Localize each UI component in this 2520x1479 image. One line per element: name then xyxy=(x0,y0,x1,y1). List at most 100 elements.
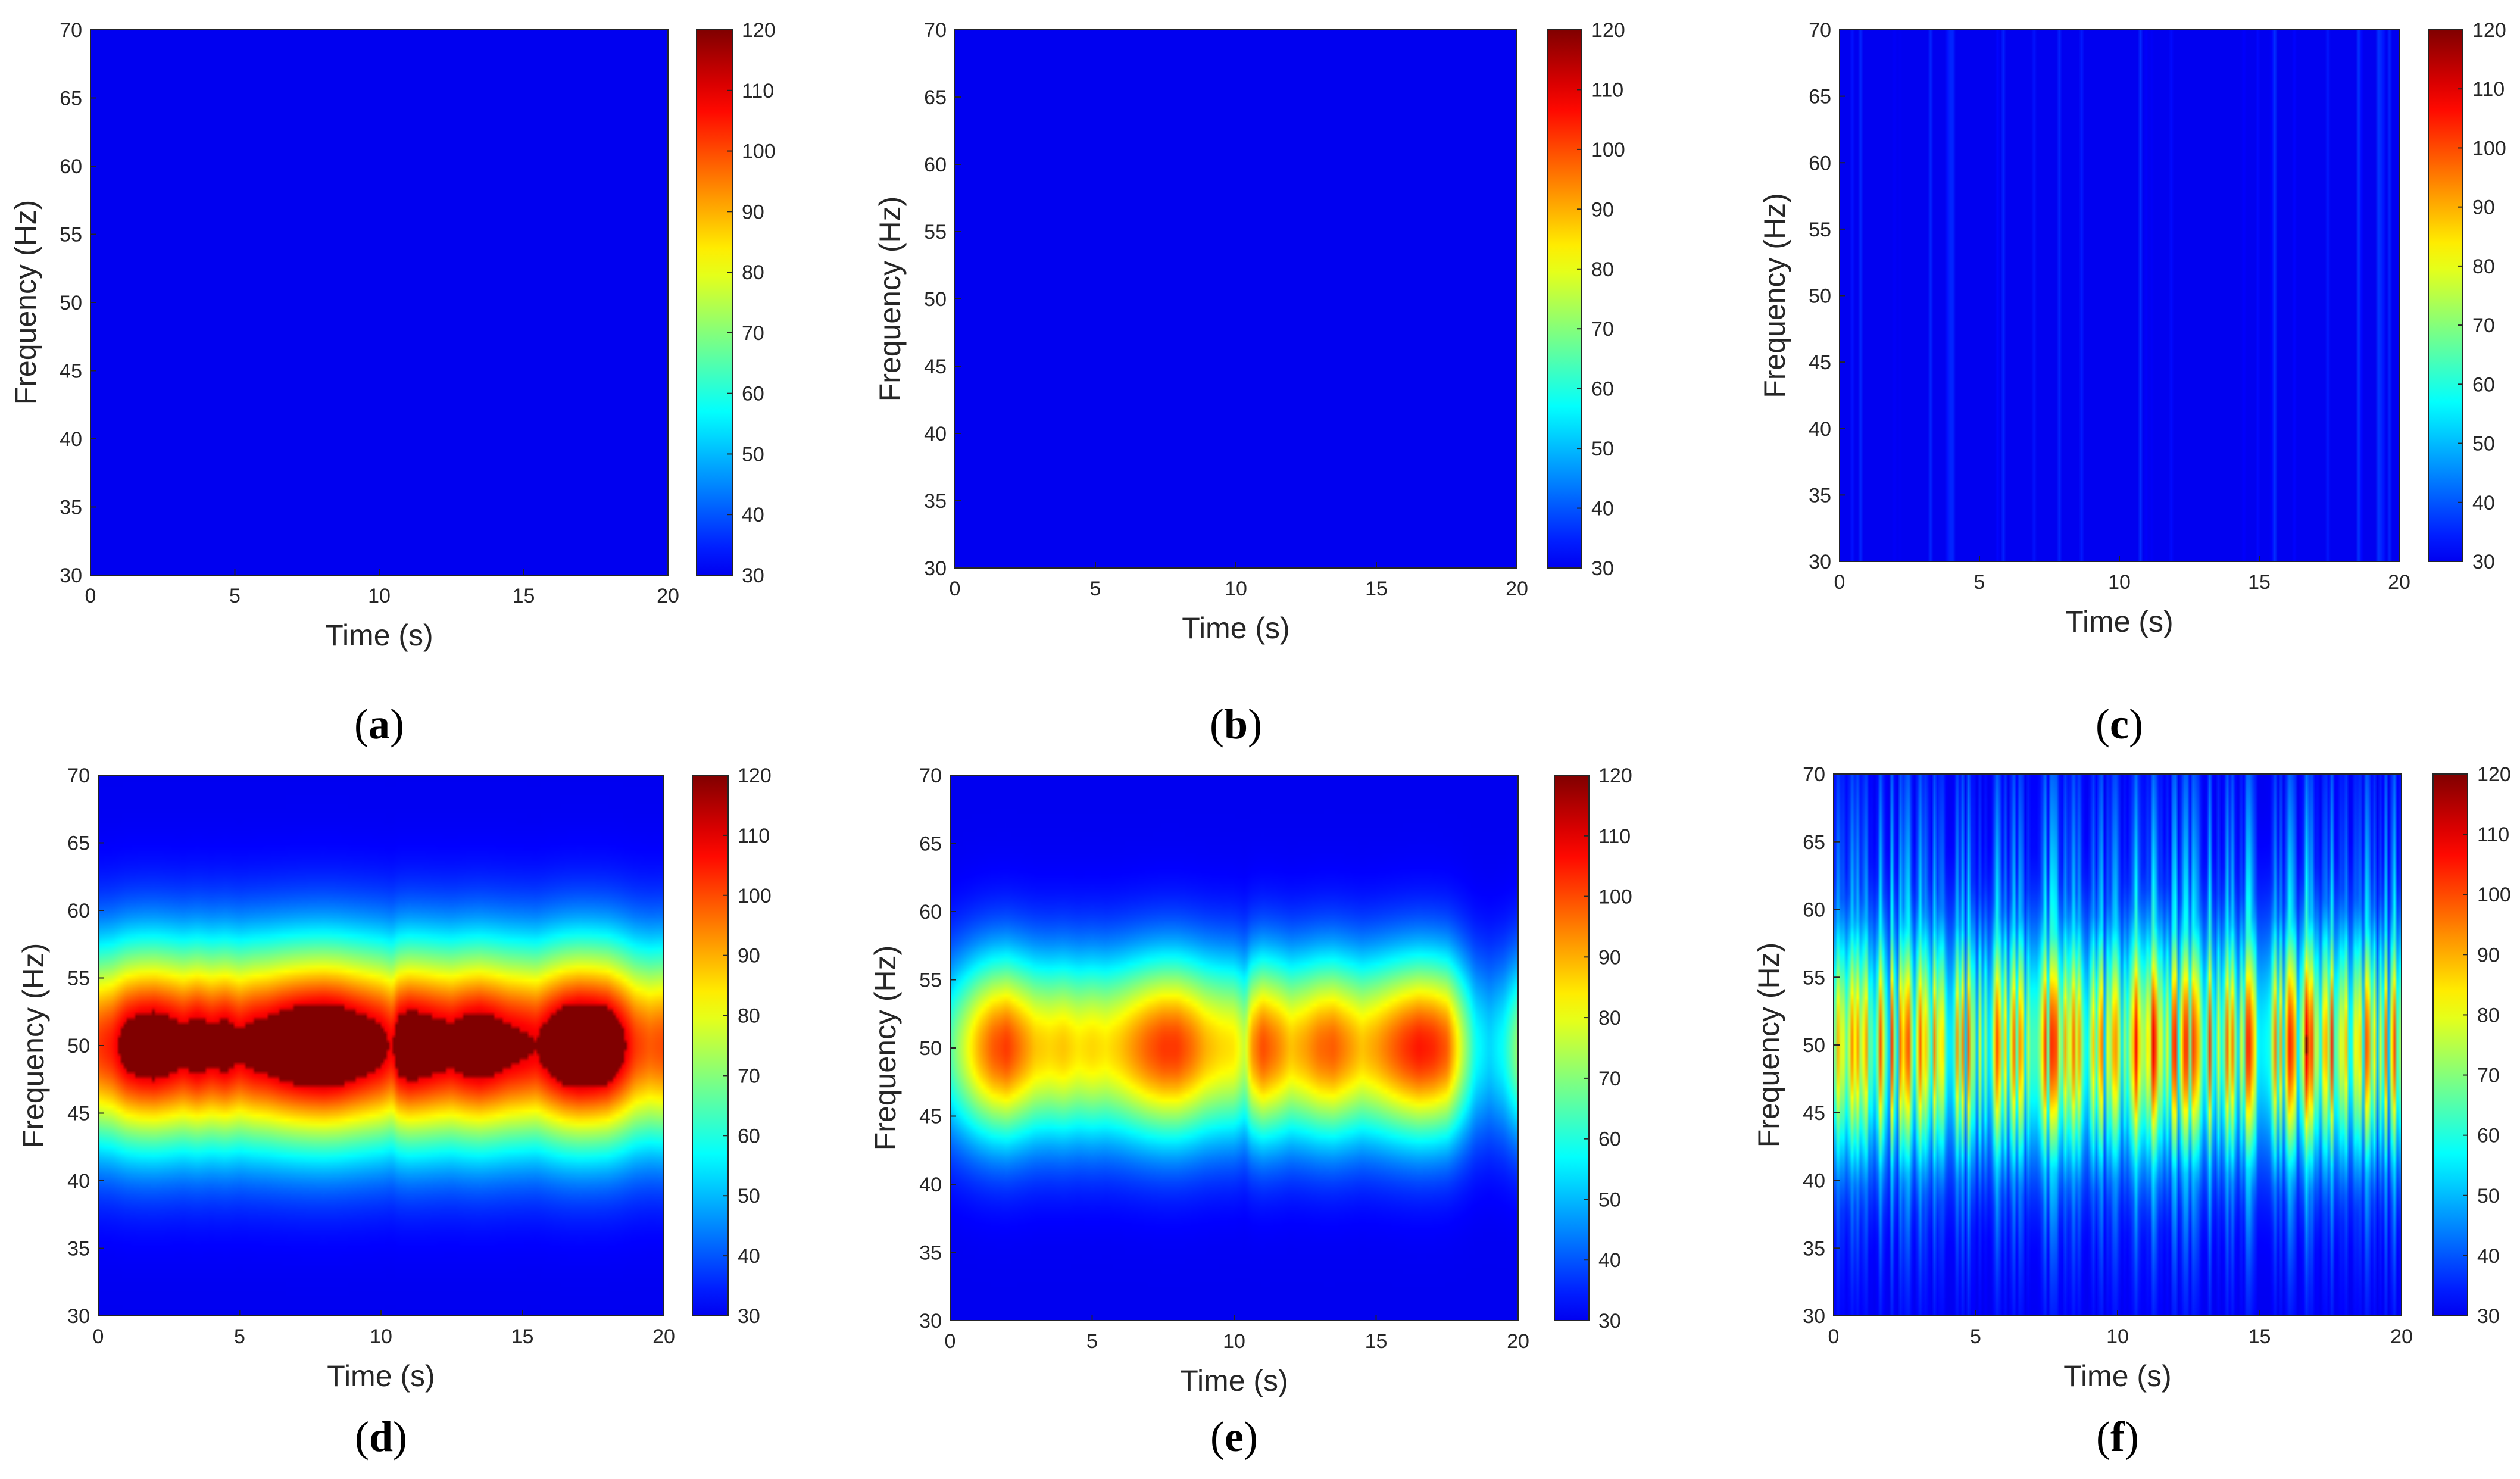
x-tick-label: 20 xyxy=(1507,1330,1529,1353)
colorbar-tick-label: 50 xyxy=(738,1185,760,1207)
colorbar-tick-label: 120 xyxy=(1598,765,1632,787)
colorbar-tick-label: 100 xyxy=(742,141,776,163)
colorbar-tick-label: 70 xyxy=(1598,1068,1621,1090)
colorbar-tick-label: 30 xyxy=(1591,557,1614,580)
colorbar-tick-label: 70 xyxy=(742,322,764,345)
colorbar-tick-label: 50 xyxy=(742,443,764,466)
y-axis-label: Frequency (Hz) xyxy=(1758,193,1791,398)
y-axis-label: Frequency (Hz) xyxy=(869,946,902,1151)
y-tick-label: 70 xyxy=(1803,763,1825,786)
colorbar-tick-label: 40 xyxy=(1591,498,1614,520)
colorbar-tick-label: 80 xyxy=(738,1005,760,1028)
colorbar-tick-label: 70 xyxy=(2472,314,2495,337)
panel-caption: (f) xyxy=(2028,1412,2207,1462)
colorbar-tick-label: 100 xyxy=(2472,137,2506,160)
colorbar-tick-label: 60 xyxy=(742,383,764,405)
chart-c: 30 35 40 45 50 55 60 65 70 0 5 10 15 20 Time (s) Freque… xyxy=(1758,19,2506,638)
caption-letter: f xyxy=(2110,1413,2125,1461)
caption-close-paren: ) xyxy=(1248,700,1262,748)
x-tick-label: 20 xyxy=(1506,578,1528,600)
x-tick-label: 10 xyxy=(2106,1325,2129,1348)
y-tick-label: 40 xyxy=(67,1170,90,1193)
colorbar-tick-label: 90 xyxy=(1591,198,1614,221)
x-tick-label: 20 xyxy=(2390,1325,2413,1348)
x-tick-label: 10 xyxy=(368,585,391,607)
y-tick-label: 55 xyxy=(1803,966,1825,989)
x-tick-label: 15 xyxy=(1365,578,1388,600)
colorbar-tick-label: 120 xyxy=(2477,763,2511,786)
x-tick-label: 5 xyxy=(1974,571,1985,594)
colorbar xyxy=(1554,775,1590,1321)
colorbar-tick-label: 110 xyxy=(742,80,774,102)
panel-c: 30 35 40 45 50 55 60 65 70 0 5 10 15 20 Time (s) Freque… xyxy=(1680,0,2520,748)
y-tick-label: 50 xyxy=(1803,1034,1825,1057)
caption-open-paren: ( xyxy=(354,700,369,748)
x-tick-label: 0 xyxy=(85,585,96,607)
y-tick-label: 45 xyxy=(1809,351,1831,374)
y-tick-label: 30 xyxy=(1803,1305,1825,1328)
chart-e: 30 35 40 45 50 55 60 65 70 0 5 10 15 20 Time (s) Freque… xyxy=(869,765,1632,1397)
colorbar-tick-label: 50 xyxy=(1598,1188,1621,1211)
y-tick-label: 50 xyxy=(919,1037,942,1060)
x-axis-label: Time (s) xyxy=(2063,1359,2171,1393)
colorbar-tick-label: 60 xyxy=(738,1125,760,1147)
y-axis-label: Frequency (Hz) xyxy=(9,200,42,405)
colorbar-tick-label: 70 xyxy=(2477,1065,2500,1087)
panel-caption: (a) xyxy=(290,700,469,749)
y-tick-label: 55 xyxy=(67,968,90,990)
y-axis-label: Frequency (Hz) xyxy=(17,943,50,1149)
heatmap-c xyxy=(1840,30,2399,561)
caption-open-paren: ( xyxy=(1209,700,1224,748)
colorbar xyxy=(1547,29,1582,569)
colorbar-tick-label: 90 xyxy=(2477,944,2500,966)
y-tick-label: 30 xyxy=(924,557,947,580)
colorbar-tick-label: 90 xyxy=(2472,196,2495,219)
x-tick-label: 20 xyxy=(2388,571,2410,594)
x-tick-label: 15 xyxy=(513,585,535,607)
heatmap-f xyxy=(1834,774,2402,1316)
panel-d: 30 35 40 45 50 55 60 65 70 0 5 10 15 20 Time (s) Freque… xyxy=(0,740,840,1479)
x-tick-label: 0 xyxy=(945,1330,956,1353)
colorbar-tick-label: 80 xyxy=(2477,1004,2500,1026)
y-tick-label: 40 xyxy=(60,428,82,451)
y-tick-label: 50 xyxy=(1809,285,1831,308)
x-tick-label: 5 xyxy=(229,585,241,607)
y-tick-label: 40 xyxy=(1803,1170,1825,1193)
colorbar-tick-label: 100 xyxy=(1598,886,1632,909)
colorbar-tick-label: 120 xyxy=(738,765,772,787)
x-tick-label: 10 xyxy=(1225,578,1247,600)
y-tick-label: 60 xyxy=(1809,152,1831,174)
colorbar-tick-label: 30 xyxy=(738,1305,760,1328)
chart-a: 30 35 40 45 50 55 60 65 70 0 5 10 15 20 Time (s) Freque… xyxy=(9,19,776,652)
x-axis-label: Time (s) xyxy=(1180,1364,1288,1397)
colorbar-tick-label: 110 xyxy=(1591,79,1623,101)
colorbar-tick-label: 110 xyxy=(1598,825,1631,848)
y-tick-label: 65 xyxy=(60,88,82,110)
x-axis-label: Time (s) xyxy=(1182,611,1289,645)
colorbar-tick-label: 30 xyxy=(1598,1310,1621,1333)
y-tick-label: 60 xyxy=(919,901,942,923)
y-tick-label: 60 xyxy=(1803,899,1825,922)
x-tick-label: 15 xyxy=(2249,1325,2271,1348)
colorbar-tick-label: 70 xyxy=(1591,318,1614,341)
y-tick-label: 55 xyxy=(60,224,82,246)
panel-f: 30 35 40 45 50 55 60 65 70 0 5 10 15 20 Time (s) Freque… xyxy=(1680,740,2520,1479)
x-tick-label: 0 xyxy=(950,578,961,600)
x-tick-label: 20 xyxy=(652,1325,675,1348)
colorbar-tick-label: 100 xyxy=(2477,884,2511,906)
caption-close-paren: ) xyxy=(393,1413,407,1461)
panel-e: 30 35 40 45 50 55 60 65 70 0 5 10 15 20 Time (s) Freque… xyxy=(840,740,1680,1479)
colorbar-tick-label: 110 xyxy=(2477,823,2509,846)
colorbar-tick-label: 30 xyxy=(2472,551,2495,573)
x-axis-label: Time (s) xyxy=(2065,605,2173,638)
colorbar-tick-label: 30 xyxy=(742,564,764,587)
colorbar-tick-label: 50 xyxy=(2477,1185,2500,1207)
y-tick-label: 45 xyxy=(60,360,82,383)
colorbar-tick-label: 110 xyxy=(738,825,770,847)
y-tick-label: 35 xyxy=(67,1238,90,1260)
x-axis-label: Time (s) xyxy=(325,619,433,652)
colorbar-tick-label: 90 xyxy=(742,201,764,223)
colorbar-tick-label: 40 xyxy=(2472,492,2495,514)
y-tick-label: 30 xyxy=(67,1305,90,1328)
y-tick-label: 50 xyxy=(67,1035,90,1057)
